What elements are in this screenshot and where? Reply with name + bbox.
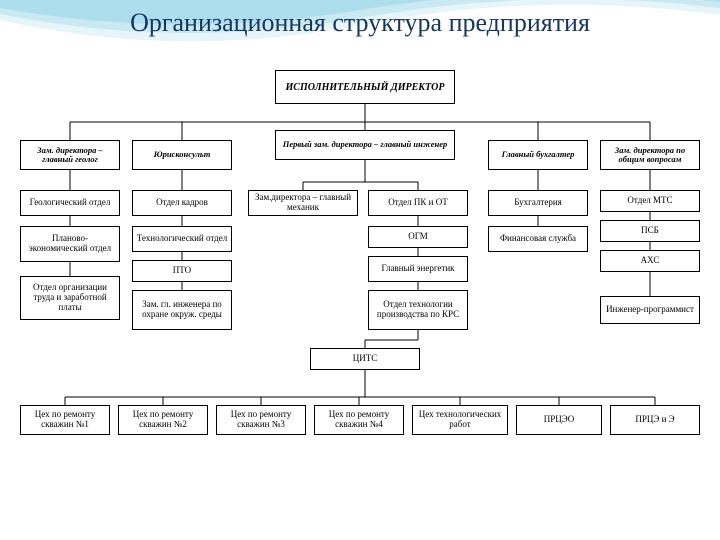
org-node-c3: Главный энергетик	[368, 256, 468, 282]
org-chart: ИСПОЛНИТЕЛЬНЫЙ ДИРЕКТОР Зам. директора – …	[20, 60, 700, 520]
org-node-r1e: Зам. директора по общим вопросам	[600, 140, 700, 170]
org-node-b1: Отдел кадров	[132, 190, 232, 216]
org-node-bot5: Цех технологических работ	[412, 405, 508, 435]
org-node-r1a: Зам. директора – главный геолог	[20, 140, 120, 170]
org-node-a3: Отдел организации труда и заработной пла…	[20, 276, 120, 320]
org-node-bot1: Цех по ремонту скважин №1	[20, 405, 110, 435]
org-node-r1d: Главный бухгалтер	[488, 140, 588, 170]
org-node-bot2: Цех по ремонту скважин №2	[118, 405, 208, 435]
org-node-a1: Геологический отдел	[20, 190, 120, 216]
org-node-bot3: Цех по ремонту скважин №3	[216, 405, 306, 435]
org-node-b2: Технологический отдел	[132, 226, 232, 252]
org-node-root: ИСПОЛНИТЕЛЬНЫЙ ДИРЕКТОР	[275, 70, 455, 104]
org-chart-lines	[20, 60, 700, 520]
org-node-bot4: Цех по ремонту скважин №4	[314, 405, 404, 435]
org-node-e3: АХС	[600, 250, 700, 272]
org-node-c1: Зам.директора – главный механик	[248, 190, 358, 216]
org-node-a2: Планово-экономический отдел	[20, 226, 120, 262]
org-node-bot6: ПРЦЭО	[516, 405, 602, 435]
org-node-e2: ПСБ	[600, 220, 700, 242]
org-node-d1: Бухгалтерия	[488, 190, 588, 216]
org-node-c0: Отдел ПК и ОТ	[368, 190, 468, 216]
org-node-e4: Инженер-программист	[600, 296, 700, 324]
page-title: Организационная структура предприятия	[0, 8, 720, 38]
org-node-r1b: Юрисконсульт	[132, 140, 232, 170]
org-node-cits: ЦИТС	[310, 348, 420, 370]
org-node-c4: Отдел технологии производства по КРС	[368, 290, 468, 330]
org-node-bot7: ПРЦЭ и Э	[610, 405, 700, 435]
org-node-r1c: Первый зам. директора – главный инженер	[275, 130, 455, 160]
org-node-b4: Зам. гл. инженера по охране окруж. среды	[132, 290, 232, 330]
org-node-c2: ОГМ	[368, 226, 468, 248]
org-node-d2: Финансовая служба	[488, 226, 588, 252]
org-node-e1: Отдел МТС	[600, 190, 700, 212]
org-node-b3: ПТО	[132, 260, 232, 282]
